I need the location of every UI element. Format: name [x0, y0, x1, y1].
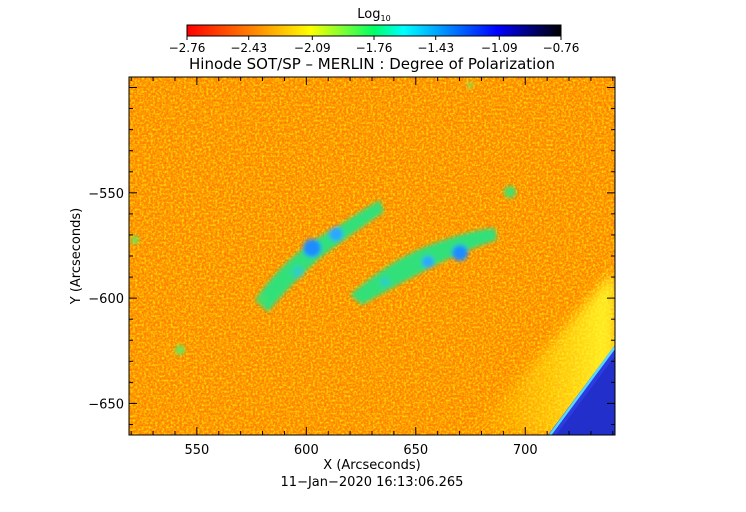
y-tick-label: −550 [88, 187, 124, 202]
colorbar-tick-label: −1.09 [481, 41, 518, 55]
colorbar-ticks: −2.76 −2.43 −2.09 −1.76 −1.43 −1.09 −0.76 [169, 36, 580, 55]
y-axis-label: Y (Arcseconds) [69, 208, 84, 305]
x-tick-label: 600 [294, 443, 319, 458]
chart-title: Hinode SOT/SP – MERLIN : Degree of Polar… [189, 55, 555, 73]
colorbar-tick-label: −0.76 [543, 41, 580, 55]
x-tick-label: 700 [513, 443, 538, 458]
x-tick-label: 550 [184, 443, 209, 458]
y-tick-label: −650 [88, 397, 124, 412]
colorbar-tick-label: −2.43 [230, 41, 267, 55]
x-axis-ticks: 550 600 650 700 [130, 77, 614, 458]
y-axis-ticks: −550 −600 −650 [88, 87, 615, 425]
colorbar-label: Log10 [357, 7, 390, 23]
x-axis-label: X (Arcseconds) [323, 458, 420, 473]
colorbar-gradient [186, 24, 562, 37]
colorbar-tick-label: −2.09 [294, 41, 331, 55]
colorbar-tick-label: −1.76 [356, 41, 393, 55]
y-tick-label: −600 [88, 292, 124, 307]
colorbar-tick-label: −1.43 [417, 41, 454, 55]
colorbar: Log10 −2.76 −2.43 −2.09 −1.76 −1.43 −1.09 −0.7… [169, 7, 580, 55]
timestamp: 11−Jan−2020 16:13:06.265 [281, 475, 464, 490]
colorbar-tick-label: −2.76 [169, 41, 206, 55]
x-tick-label: 650 [403, 443, 428, 458]
heatmap-image [129, 77, 615, 435]
